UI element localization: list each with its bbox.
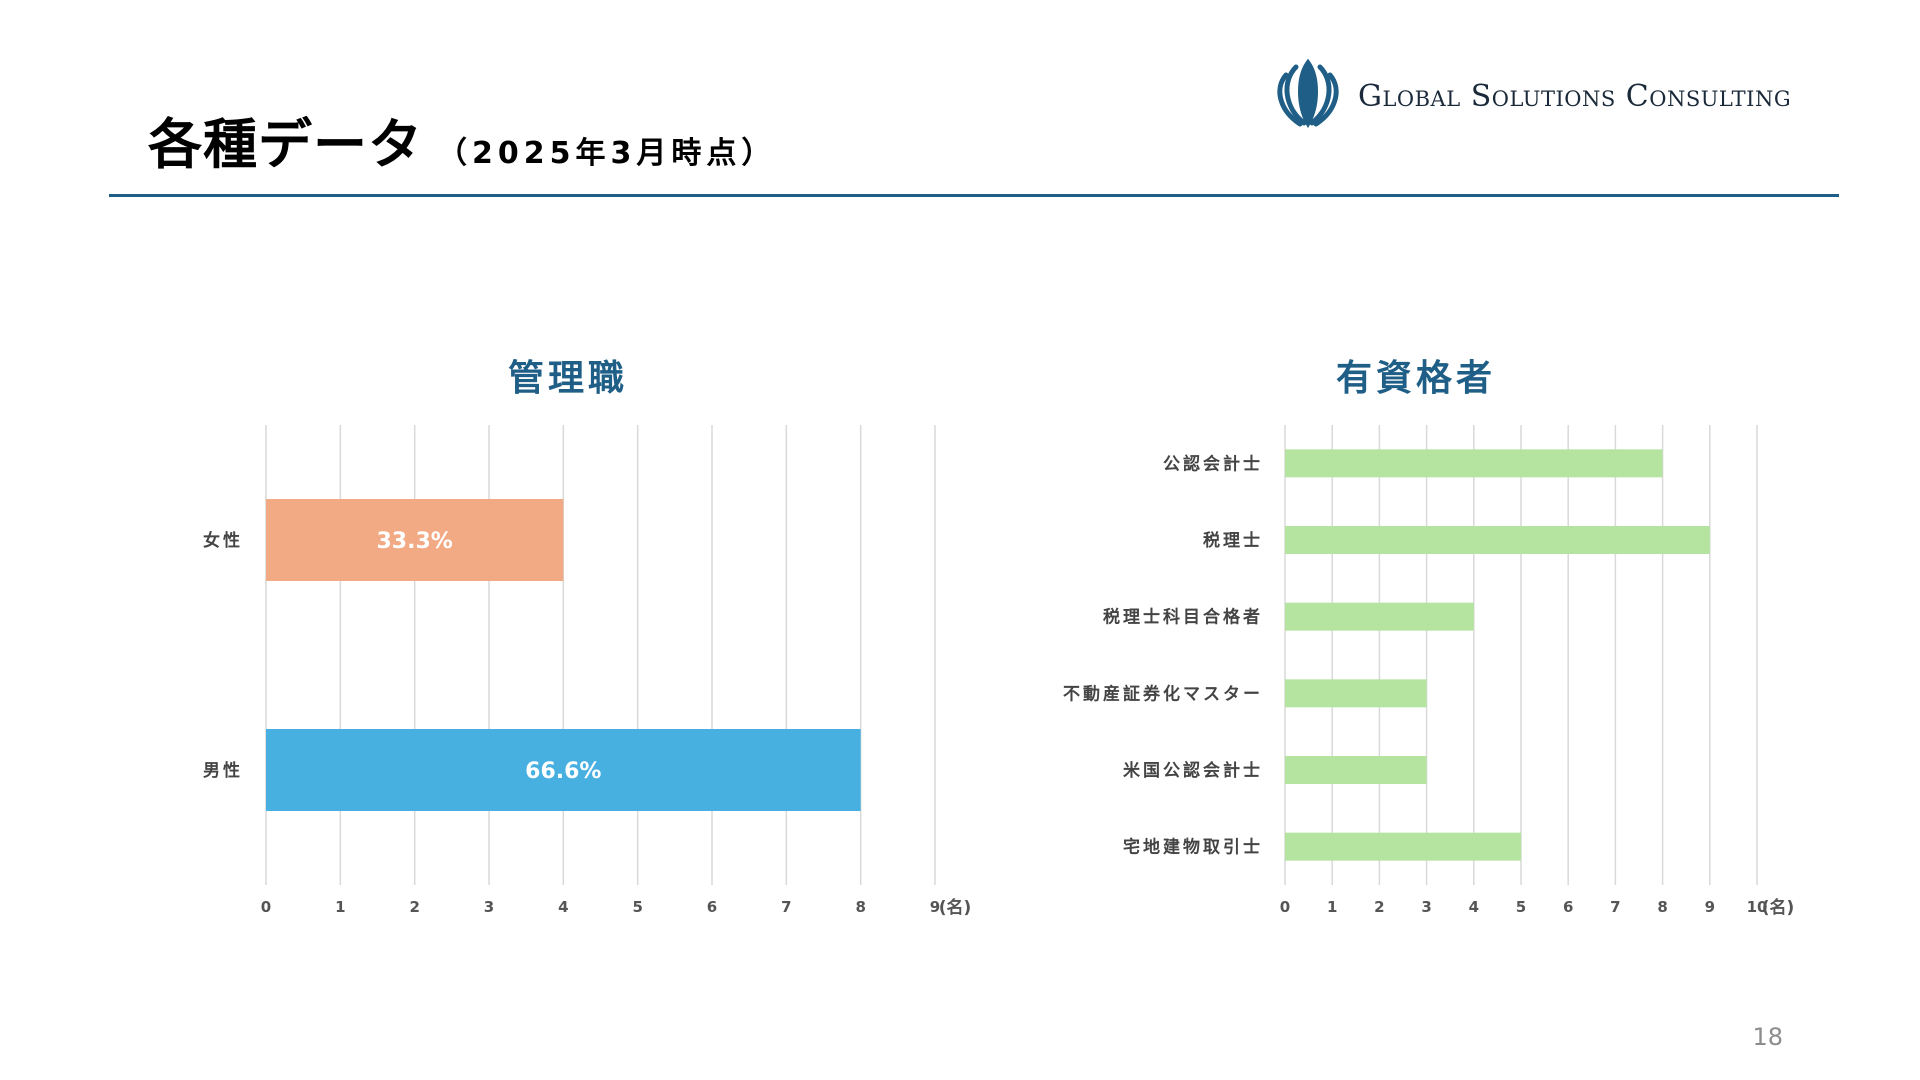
- chart-title: 管理職: [508, 358, 628, 399]
- page-title-date: （2025年3月時点）: [437, 136, 777, 171]
- bar: [266, 729, 861, 811]
- x-tick-label: 10: [1747, 898, 1768, 916]
- category-label: 公認会計士: [1163, 453, 1263, 474]
- globe-crest-icon: [1277, 58, 1339, 129]
- x-tick-label: 8: [855, 898, 865, 916]
- x-tick-label: 5: [1516, 898, 1526, 916]
- x-axis-unit: (名): [939, 897, 972, 918]
- x-tick-label: 3: [1421, 898, 1431, 916]
- category-label: 不動産証券化マスター: [1063, 683, 1263, 704]
- bar: [1285, 679, 1427, 708]
- category-label: 税理士科目合格者: [1103, 607, 1263, 628]
- x-tick-label: 1: [1327, 898, 1337, 916]
- page-number: 18: [1752, 1023, 1783, 1051]
- bar: [266, 499, 564, 581]
- x-tick-label: 4: [558, 898, 568, 916]
- bar: [1285, 832, 1521, 861]
- data-label: 33.3%: [377, 529, 453, 554]
- chart-1: 管理職 0 1 2 3 4 5 6 7 8 9(名) 女性 33.3% 男性 66.6%: [203, 358, 971, 918]
- x-tick-label: 3: [484, 898, 494, 916]
- bar: [1285, 449, 1663, 478]
- x-tick-label: 2: [409, 898, 419, 916]
- bar: [1285, 602, 1474, 631]
- page-title: 各種データ （2025年3月時点）: [148, 118, 776, 172]
- chart-title: 有資格者: [1336, 358, 1496, 399]
- x-tick-label: 8: [1657, 898, 1667, 916]
- data-label: 66.6%: [525, 759, 601, 784]
- x-tick-label: 0: [261, 898, 271, 916]
- header-divider: [109, 194, 1839, 197]
- x-axis-unit: (名): [1762, 897, 1795, 918]
- x-tick-label: 4: [1469, 898, 1479, 916]
- company-logo: Global Solutions Consulting: [1268, 55, 1848, 130]
- bar: [1285, 526, 1710, 554]
- x-tick-label: 7: [1610, 898, 1620, 916]
- page-title-main: 各種データ: [148, 113, 423, 176]
- chart-2: 有資格者 0 1 2 3 4 5 6 7 8 9 10(名) 公認会計士税理士税理士科目合格者不動産証券…: [1063, 358, 1794, 918]
- x-tick-label: 2: [1374, 898, 1384, 916]
- x-tick-label: 1: [335, 898, 345, 916]
- x-tick-label: 6: [707, 898, 717, 916]
- x-tick-label: 9: [1705, 898, 1715, 916]
- company-name: Global Solutions Consulting: [1358, 79, 1792, 114]
- x-tick-label: 5: [632, 898, 642, 916]
- x-tick-label: 0: [1280, 898, 1290, 916]
- x-tick-label: 6: [1563, 898, 1573, 916]
- x-tick-label: 7: [781, 898, 791, 916]
- category-label: 女性: [203, 530, 243, 551]
- x-tick-label: 9: [930, 898, 940, 916]
- category-label: 宅地建物取引士: [1123, 837, 1263, 858]
- category-label: 米国公認会計士: [1123, 760, 1263, 781]
- category-label: 男性: [203, 760, 243, 781]
- category-label: 税理士: [1203, 530, 1263, 551]
- bar: [1285, 756, 1427, 784]
